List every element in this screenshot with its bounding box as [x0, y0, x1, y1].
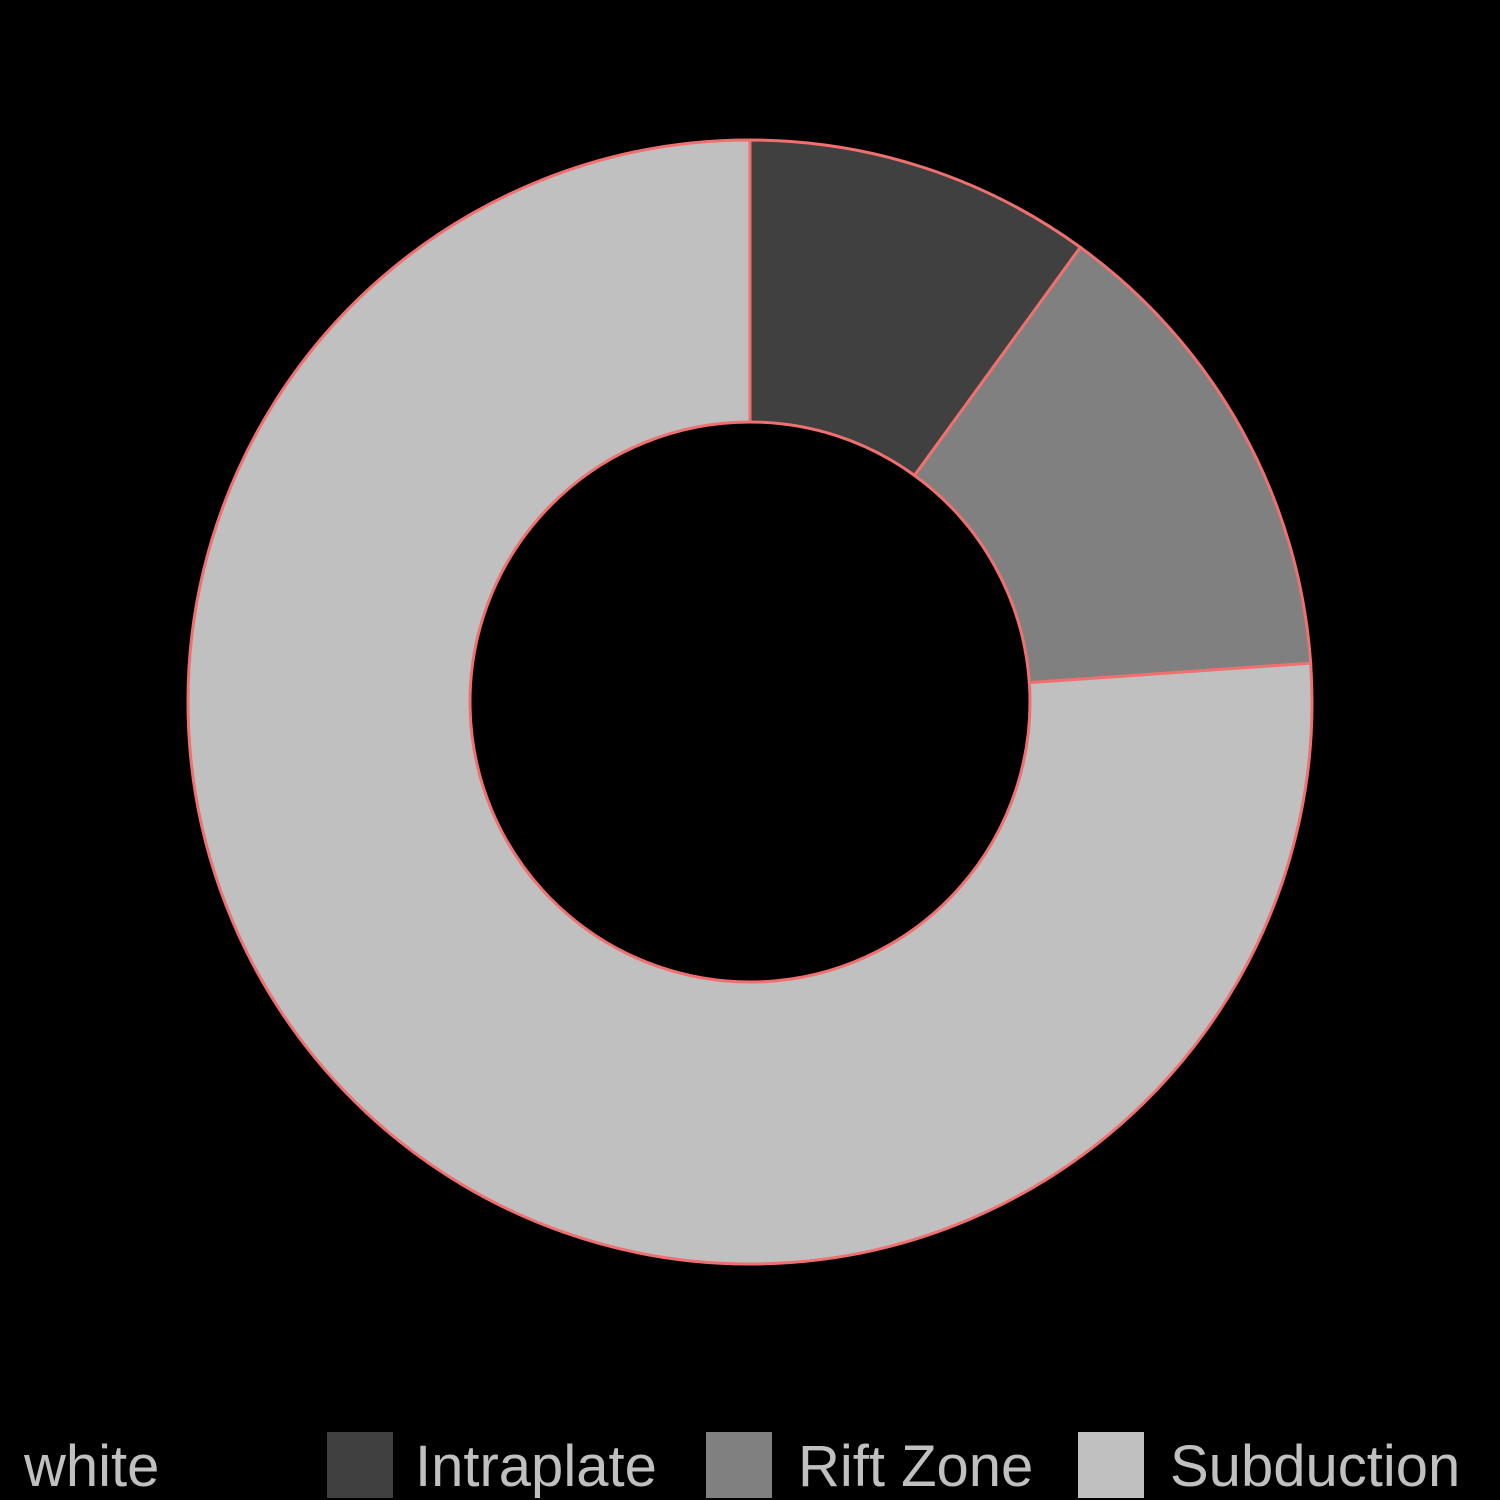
slice-rift-zone: [912, 245, 1313, 685]
donut-slices: [186, 138, 1314, 1266]
slice-subduction: [186, 138, 1314, 1266]
legend-label-rift-zone: Rift Zone: [798, 1434, 1033, 1499]
legend-title: white: [23, 1434, 159, 1499]
slice-intraplate: [748, 138, 1083, 478]
legend-swatch-subduction: [1078, 1432, 1144, 1498]
legend-swatch-rift-zone: [706, 1432, 772, 1498]
legend-label-subduction: Subduction: [1170, 1434, 1460, 1499]
legend-swatch-intraplate: [327, 1432, 393, 1498]
legend: white Intraplate Rift Zone Subduction: [23, 1432, 1460, 1499]
legend-label-intraplate: Intraplate: [415, 1434, 657, 1499]
